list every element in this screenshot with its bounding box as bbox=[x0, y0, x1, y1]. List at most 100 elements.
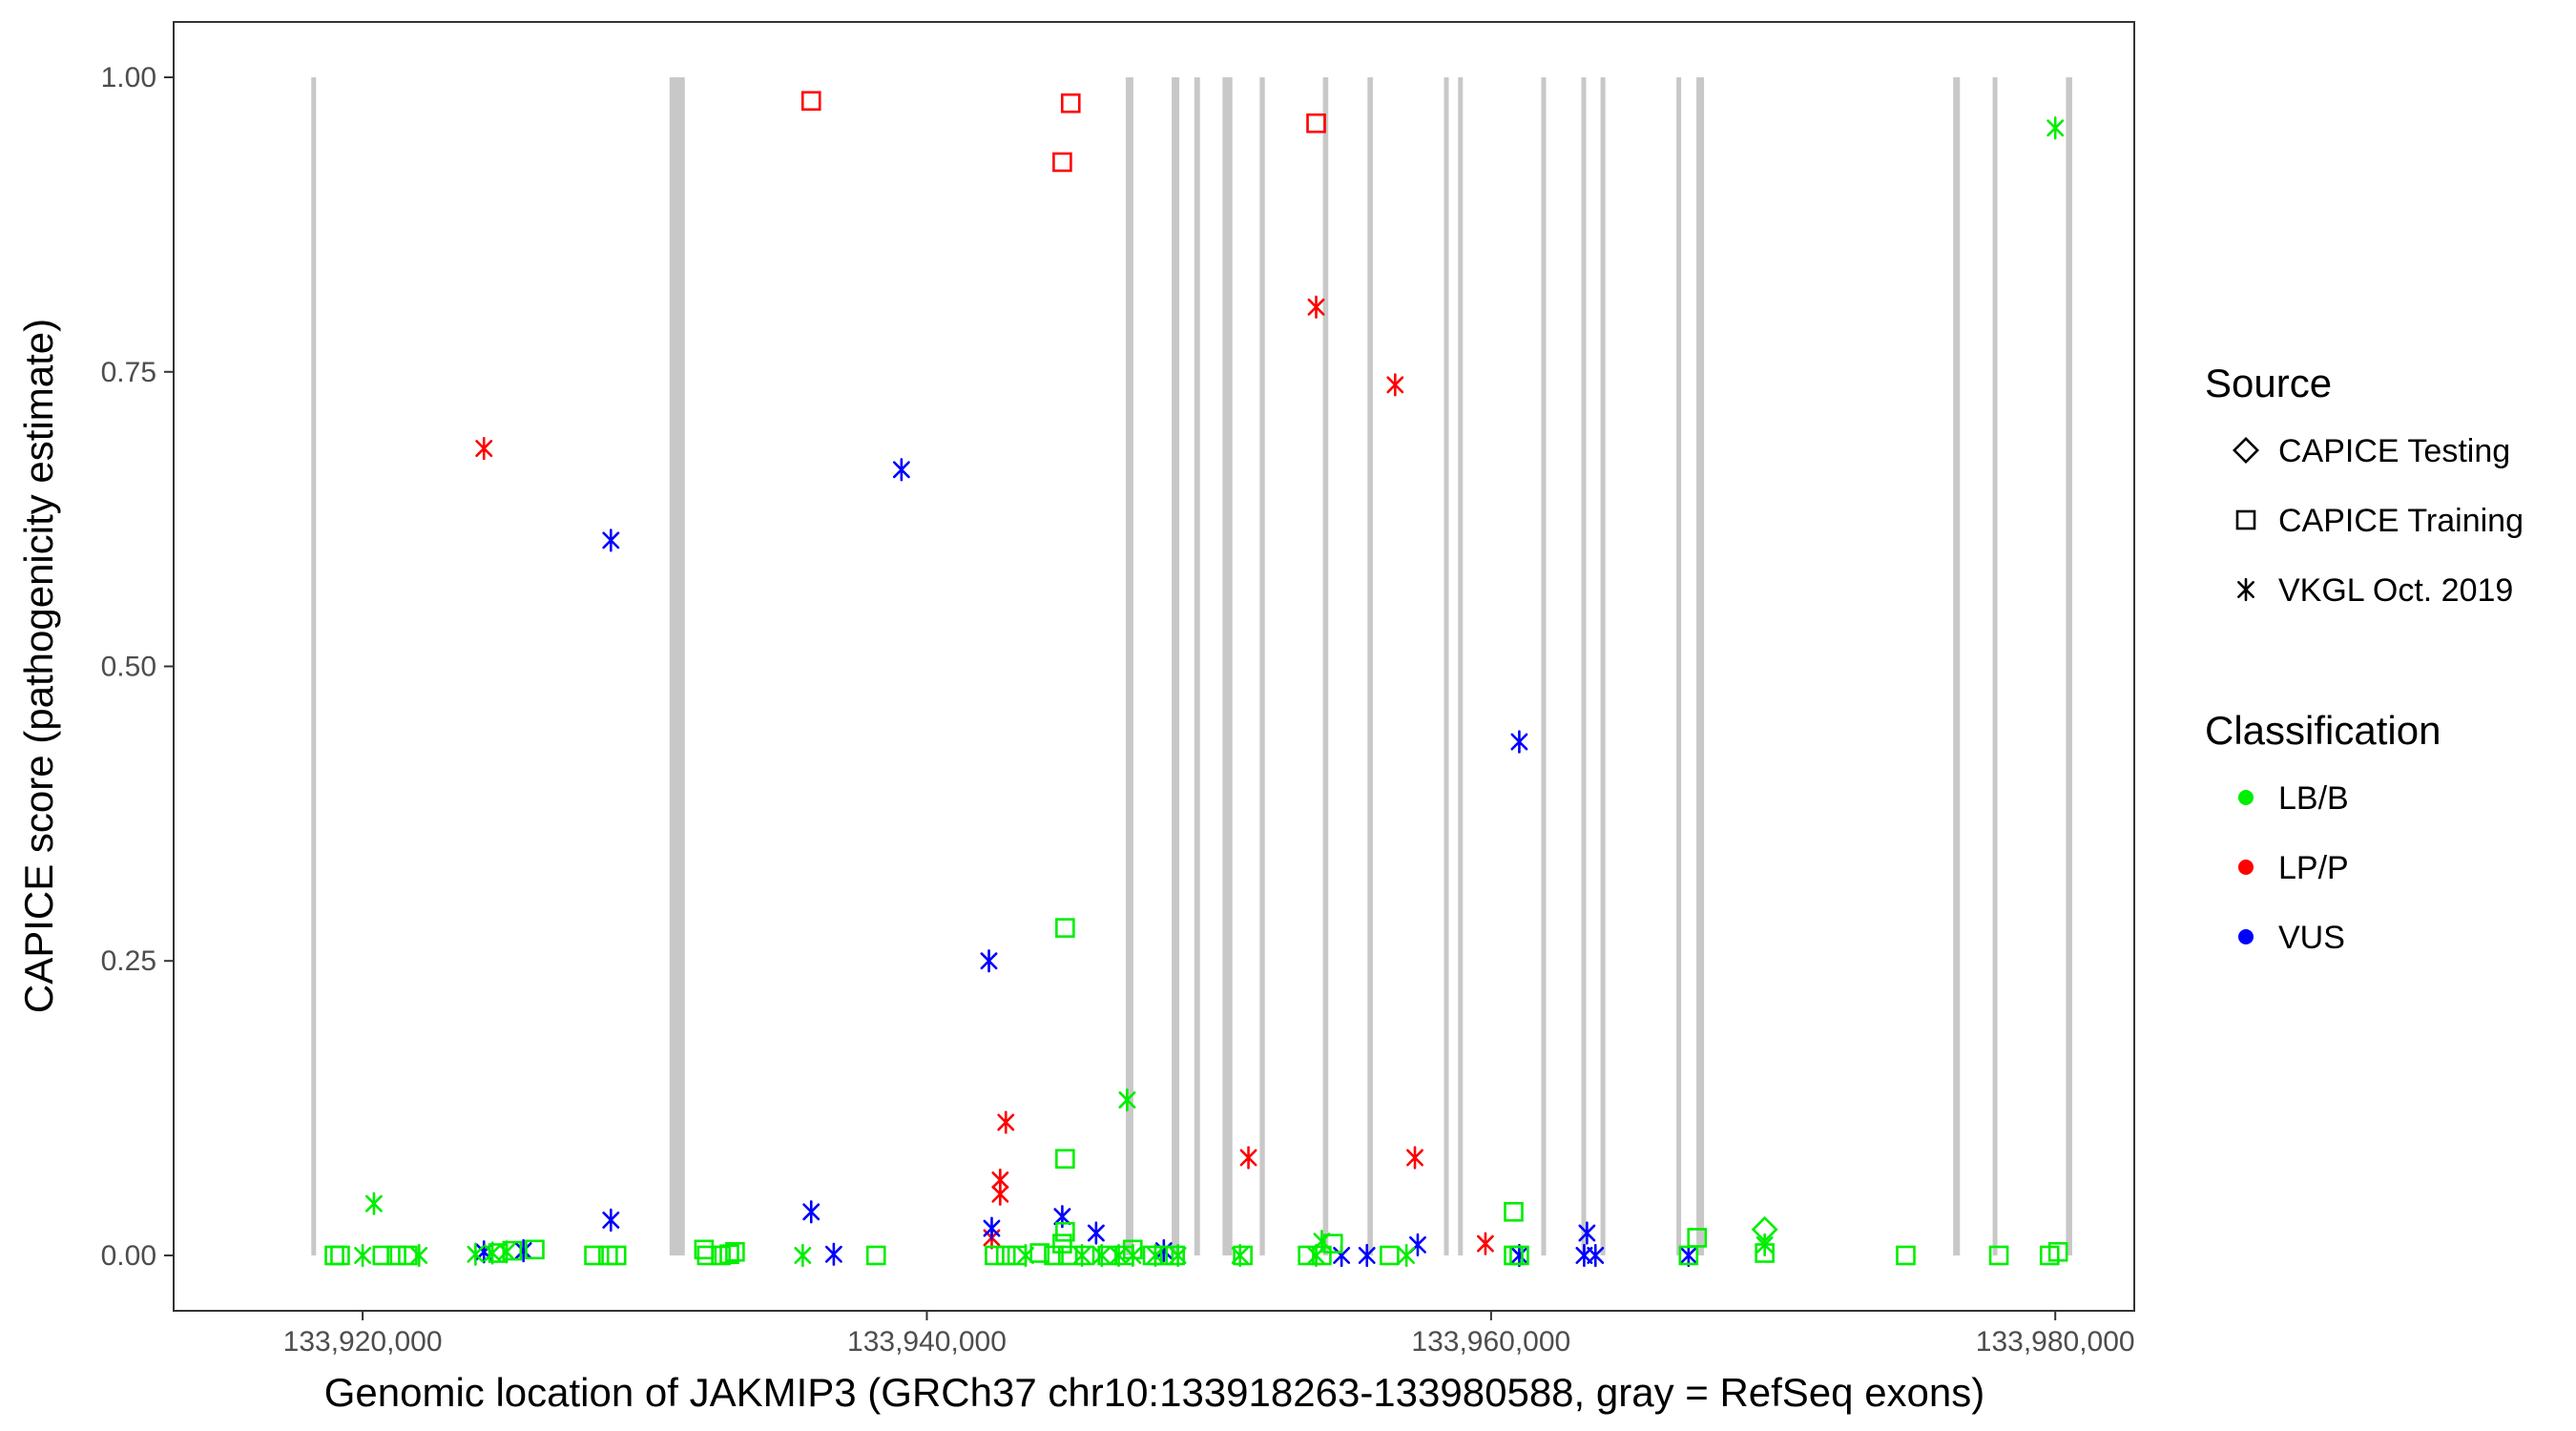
data-point bbox=[354, 1243, 372, 1268]
exon-band bbox=[1541, 77, 1547, 1255]
plot-panel-border bbox=[173, 21, 2135, 1312]
data-point bbox=[1406, 1146, 1423, 1170]
data-point bbox=[1055, 1149, 1075, 1169]
data-point bbox=[1510, 730, 1528, 754]
y-axis-title: CAPICE score (pathogenicity estimate) bbox=[16, 319, 61, 1013]
legend-key-color bbox=[2238, 860, 2254, 875]
data-point bbox=[372, 1245, 393, 1266]
data-point bbox=[725, 1241, 745, 1262]
exon-band bbox=[1992, 77, 1998, 1255]
exon-band bbox=[1322, 77, 1329, 1255]
data-point bbox=[980, 949, 998, 973]
data-point bbox=[1233, 1245, 1253, 1266]
data-point bbox=[1307, 295, 1325, 319]
data-point bbox=[364, 1192, 383, 1215]
legend-key-diamond bbox=[2233, 437, 2259, 464]
legend-key-asterisk bbox=[2237, 577, 2254, 602]
data-point bbox=[584, 1245, 604, 1266]
data-point bbox=[800, 91, 821, 112]
data-point bbox=[1476, 1232, 1494, 1255]
data-point bbox=[1988, 1245, 2009, 1266]
legend: Source CAPICE Testing CAPICE Training VKGL… bbox=[2205, 361, 2524, 956]
data-point bbox=[1358, 1243, 1376, 1268]
data-point bbox=[1165, 1245, 1185, 1266]
legend-key-square bbox=[2235, 509, 2256, 530]
data-point bbox=[467, 1242, 485, 1266]
exon-band bbox=[1444, 77, 1449, 1255]
data-point bbox=[386, 1245, 406, 1266]
data-point bbox=[995, 1245, 1016, 1266]
exon-band bbox=[311, 77, 317, 1255]
y-tick-label: 0.25 bbox=[101, 945, 156, 977]
data-point bbox=[1322, 1234, 1343, 1254]
x-tick-label: 133,940,000 bbox=[847, 1326, 1007, 1358]
data-point bbox=[2047, 1241, 2068, 1262]
exon-band bbox=[1222, 77, 1233, 1255]
exon-band bbox=[669, 77, 685, 1255]
y-tick-label: 0.50 bbox=[101, 652, 156, 683]
data-point bbox=[1398, 1243, 1416, 1268]
data-point bbox=[1087, 1221, 1105, 1245]
x-tick-label: 133,920,000 bbox=[283, 1326, 443, 1358]
y-tick-label: 0.75 bbox=[101, 357, 156, 388]
data-point bbox=[1060, 93, 1081, 114]
exon-band bbox=[1953, 77, 1961, 1255]
data-point bbox=[1755, 1243, 1775, 1263]
data-point bbox=[1074, 1245, 1095, 1266]
data-point bbox=[1587, 1243, 1605, 1268]
exon-band bbox=[1259, 77, 1265, 1255]
x-tick-label: 133,960,000 bbox=[1411, 1326, 1570, 1358]
axis-layer: 133,920,000 133,940,000 133,960,000 133,980… bbox=[101, 62, 2135, 1358]
legend-label-source: CAPICE Training bbox=[2278, 503, 2524, 539]
data-point bbox=[1029, 1243, 1050, 1263]
data-point bbox=[1055, 1221, 1075, 1242]
data-point bbox=[985, 1245, 1005, 1266]
legend-source-items: CAPICE Testing CAPICE Training VKGL Oct. 2… bbox=[2233, 433, 2524, 609]
x-tick-label: 133,980,000 bbox=[1976, 1326, 2135, 1358]
legend-title-source: Source bbox=[2205, 361, 2332, 405]
legend-label-classification: LB/B bbox=[2278, 780, 2349, 817]
data-point bbox=[1123, 1239, 1143, 1260]
data-point bbox=[1386, 373, 1404, 397]
data-point bbox=[330, 1245, 350, 1266]
exon-band bbox=[1172, 77, 1180, 1255]
data-point bbox=[1896, 1245, 1916, 1266]
data-point bbox=[1142, 1245, 1163, 1266]
data-point bbox=[1409, 1233, 1426, 1256]
exon-band bbox=[1367, 77, 1373, 1255]
data-point bbox=[1679, 1243, 1697, 1268]
data-point bbox=[794, 1243, 812, 1268]
data-point bbox=[1298, 1245, 1318, 1266]
exon-band bbox=[1581, 77, 1587, 1255]
data-point bbox=[1092, 1243, 1111, 1268]
data-point bbox=[1055, 918, 1075, 938]
legend-class-items: LB/B LP/P VUS bbox=[2238, 780, 2349, 956]
data-point bbox=[1751, 1215, 1778, 1243]
data-point bbox=[410, 1243, 428, 1268]
data-point bbox=[997, 1110, 1015, 1134]
data-point bbox=[398, 1245, 418, 1266]
exon-band bbox=[1600, 77, 1606, 1255]
legend-label-source: VKGL Oct. 2019 bbox=[2278, 572, 2513, 609]
data-point bbox=[1239, 1146, 1257, 1170]
data-point bbox=[1312, 1245, 1332, 1266]
data-point bbox=[1306, 113, 1326, 134]
data-point bbox=[983, 1216, 1001, 1240]
data-point bbox=[324, 1245, 344, 1266]
data-point bbox=[1510, 1243, 1528, 1268]
legend-label-classification: VUS bbox=[2278, 920, 2345, 956]
data-point bbox=[1678, 1245, 1699, 1266]
data-point bbox=[1052, 1234, 1072, 1254]
data-point bbox=[502, 1240, 523, 1261]
data-point bbox=[802, 1200, 821, 1224]
legend-key-color bbox=[2238, 929, 2254, 944]
x-axis-title: Genomic location of JAKMIP3 (GRCh37 chr1… bbox=[324, 1370, 1985, 1415]
data-point bbox=[696, 1245, 717, 1266]
data-point bbox=[602, 1208, 620, 1233]
exon-band bbox=[1676, 77, 1682, 1255]
data-point bbox=[865, 1245, 886, 1266]
data-point bbox=[991, 1182, 1009, 1206]
data-point bbox=[1118, 1088, 1136, 1112]
data-point bbox=[2046, 116, 2065, 140]
